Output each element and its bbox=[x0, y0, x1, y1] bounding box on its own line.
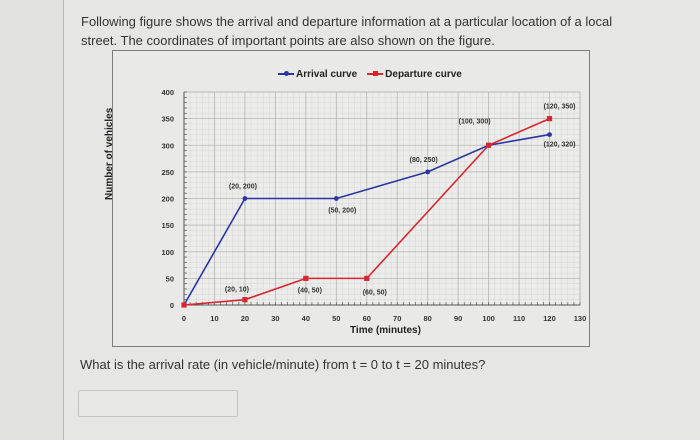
point-annotation: (120, 350) bbox=[544, 104, 576, 111]
x-tick-label: 60 bbox=[363, 314, 371, 323]
point-annotation: (20, 10) bbox=[225, 287, 249, 294]
x-tick-label: 90 bbox=[454, 314, 462, 323]
arrival-marker-icon bbox=[278, 71, 294, 77]
y-tick-label: 150 bbox=[161, 221, 174, 230]
x-tick-label: 70 bbox=[393, 314, 401, 323]
departure-point-marker bbox=[181, 302, 187, 308]
departure-point-marker bbox=[303, 275, 309, 281]
x-tick-label: 130 bbox=[574, 314, 587, 323]
arrival-point-marker bbox=[242, 196, 248, 201]
arrival-point-marker bbox=[333, 196, 339, 201]
legend-departure: Departure curve bbox=[367, 69, 462, 80]
departure-curve-line bbox=[183, 117, 550, 306]
x-tick-label: 40 bbox=[302, 314, 310, 323]
departure-marker-icon bbox=[367, 71, 384, 77]
point-annotation: (100, 300) bbox=[459, 118, 491, 125]
x-tick-label: 50 bbox=[332, 314, 340, 323]
x-tick-label: 20 bbox=[241, 314, 249, 323]
legend-departure-label: Departure curve bbox=[385, 68, 462, 80]
left-panel-strip bbox=[0, 0, 64, 440]
x-tick-label: 0 bbox=[182, 314, 186, 323]
x-tick-label: 120 bbox=[543, 314, 556, 323]
chart-plot: 0 50 100 150 200 250 300 350 400 0 10 20 30 40 50 60 70 8… bbox=[161, 88, 587, 323]
x-tick-label: 30 bbox=[271, 314, 279, 323]
point-annotation: (50, 200) bbox=[328, 208, 356, 215]
point-annotation: (60, 50) bbox=[363, 289, 387, 296]
point-annotation: (40, 50) bbox=[298, 287, 322, 294]
x-tick-label: 80 bbox=[424, 314, 432, 323]
y-tick-label: 350 bbox=[161, 115, 174, 124]
point-annotation: (120, 320) bbox=[544, 142, 576, 149]
y-tick-label: 50 bbox=[166, 274, 174, 283]
x-tick-label: 110 bbox=[513, 314, 525, 323]
y-tick-label: 300 bbox=[161, 141, 174, 150]
intro-text: Following figure shows the arrival and d… bbox=[81, 14, 613, 48]
arrival-point-marker bbox=[425, 169, 431, 175]
y-axis-label: Number of vehicles bbox=[104, 107, 115, 200]
x-tick-label: 100 bbox=[482, 314, 495, 323]
arrival-point-marker bbox=[547, 132, 552, 137]
y-tick-label: 200 bbox=[161, 195, 174, 204]
answer-input[interactable] bbox=[78, 390, 238, 417]
y-tick-label: 0 bbox=[170, 301, 174, 310]
y-tick-label: 100 bbox=[161, 248, 174, 257]
departure-point-marker bbox=[242, 297, 248, 303]
question-text: What is the arrival rate (in vehicle/min… bbox=[80, 357, 486, 372]
legend-arrival: Arrival curve bbox=[278, 69, 357, 80]
point-annotation: (20, 200) bbox=[229, 184, 257, 191]
x-axis-label: Time (minutes) bbox=[350, 325, 421, 336]
departure-point-marker bbox=[486, 142, 492, 148]
arrival-curve-line bbox=[183, 133, 550, 306]
y-tick-label: 400 bbox=[161, 88, 174, 97]
x-tick-label: 10 bbox=[210, 314, 218, 323]
chart-legend: Arrival curve Departure curve bbox=[278, 66, 462, 82]
departure-point-marker bbox=[364, 275, 370, 281]
legend-arrival-label: Arrival curve bbox=[296, 68, 358, 80]
chart-frame: 0 50 100 150 200 250 300 350 400 0 10 20 30 40 50 60 70 8… bbox=[112, 50, 590, 347]
point-annotation: (80, 250) bbox=[410, 157, 438, 164]
y-tick-label: 250 bbox=[161, 168, 174, 177]
departure-point-marker bbox=[546, 116, 553, 122]
